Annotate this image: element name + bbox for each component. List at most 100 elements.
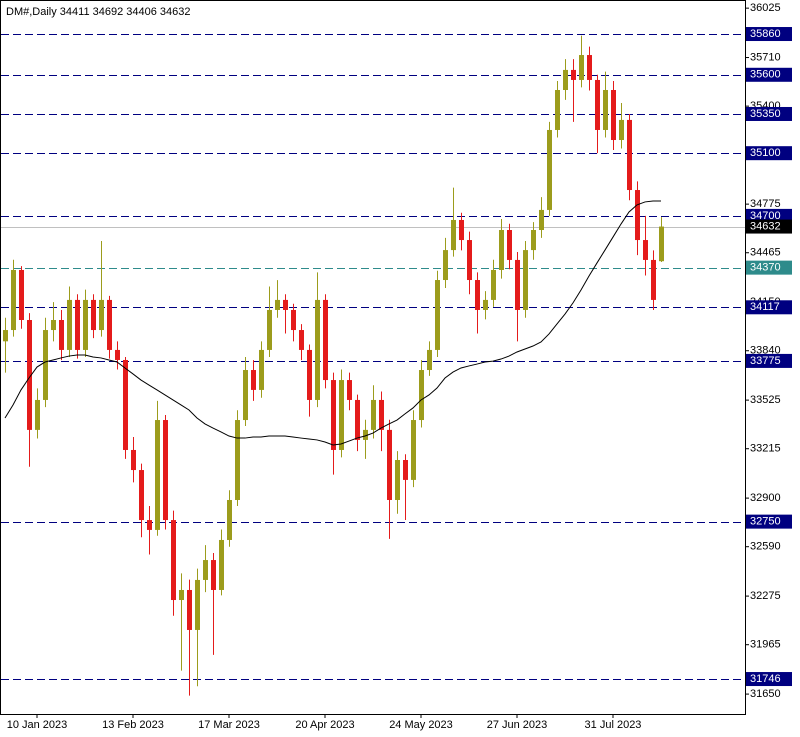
candle-body: [355, 399, 360, 440]
moving-average: [4, 200, 661, 446]
candle-body: [347, 380, 352, 400]
candle-body: [131, 449, 136, 471]
candle-body: [51, 319, 56, 331]
y-tick-label: 36025: [750, 2, 781, 14]
x-tick-label: 13 Feb 2023: [102, 719, 164, 731]
candle-body: [259, 349, 264, 390]
y-tick-label: 31965: [750, 639, 781, 651]
candle-body: [243, 370, 248, 421]
candle-body: [339, 380, 344, 450]
candle-body: [427, 349, 432, 371]
candle-body: [115, 349, 120, 360]
chart-title: DM#,Daily 34411 34692 34406 34632: [6, 6, 191, 18]
x-tick-label: 27 Jun 2023: [487, 719, 548, 731]
y-tick-label: 33840: [750, 345, 781, 357]
candle-body: [539, 209, 544, 231]
candle-body: [43, 330, 48, 400]
level-label: 34370: [750, 262, 781, 274]
candle-body: [643, 240, 648, 260]
candle-body: [11, 269, 16, 331]
candle-body: [443, 250, 448, 281]
candle-body: [579, 55, 584, 80]
candle-body: [307, 349, 312, 400]
candle-body: [547, 129, 552, 210]
candle-body: [75, 299, 80, 350]
x-tick-label: 10 Jan 2023: [7, 719, 68, 731]
candle-body: [267, 309, 272, 350]
candle-body: [227, 499, 232, 540]
candle-body: [619, 119, 624, 141]
y-tick-label: 32275: [750, 590, 781, 602]
candle-body: [435, 280, 440, 350]
candle-body: [379, 399, 384, 430]
candle-body: [59, 319, 64, 350]
candle-body: [459, 219, 464, 241]
candle-body: [659, 226, 664, 262]
candle-body: [211, 560, 216, 590]
level-label: 35600: [750, 69, 781, 81]
y-tick-label: 32590: [750, 541, 781, 553]
level-label-box: [746, 208, 792, 223]
candle-body: [283, 299, 288, 310]
candle-body: [155, 420, 160, 530]
level-label-box: [746, 106, 792, 121]
level-label: 33775: [750, 355, 781, 367]
candle-body: [603, 89, 608, 130]
y-tick-label: 31650: [750, 688, 781, 700]
y-tick-label: 33215: [750, 443, 781, 455]
candle-body: [19, 269, 24, 320]
candle-body: [67, 299, 72, 350]
x-tick-label: 31 Jul 2023: [585, 719, 642, 731]
level-label-box: [746, 353, 792, 368]
level-label-box: [746, 27, 792, 42]
candle-body: [507, 230, 512, 260]
candle-body: [467, 240, 472, 281]
x-tick-label: 20 Apr 2023: [295, 719, 354, 731]
x-tick-label: 17 Mar 2023: [198, 719, 260, 731]
level-label: 31746: [750, 673, 781, 685]
level-label: 35100: [750, 147, 781, 159]
candle-body: [331, 380, 336, 450]
candle-body: [147, 520, 152, 530]
x-tick-label: 24 May 2023: [389, 719, 453, 731]
candle-body: [595, 79, 600, 130]
candle-body: [91, 299, 96, 331]
candle-body: [163, 420, 168, 521]
candle-body: [235, 420, 240, 500]
candle-body: [587, 55, 592, 80]
candle-body: [363, 429, 368, 440]
candle-body: [35, 399, 40, 430]
last-price-box: [746, 219, 792, 234]
level-label-box: [746, 672, 792, 687]
candle-body: [139, 470, 144, 521]
level-label: 34117: [750, 301, 780, 313]
candle-body: [451, 219, 456, 251]
level-label: 34700: [750, 210, 781, 222]
candle-body: [523, 250, 528, 310]
level-label: 35350: [750, 108, 781, 120]
candle-body: [123, 359, 128, 450]
candle-body: [563, 69, 568, 90]
y-tick-label: 35710: [750, 51, 781, 63]
candle-body: [179, 589, 184, 601]
y-tick-label: 32900: [750, 492, 781, 504]
level-label-box: [746, 260, 792, 275]
candle-body: [555, 89, 560, 130]
candle-body: [635, 190, 640, 241]
candle-body: [411, 420, 416, 480]
candle-body: [187, 589, 192, 630]
candle-body: [651, 259, 656, 300]
y-tick-label: 33525: [750, 394, 781, 406]
level-label-box: [746, 146, 792, 161]
level-label-box: [746, 514, 792, 529]
candle-body: [491, 269, 496, 300]
candle-body: [171, 520, 176, 601]
candle-body: [83, 299, 88, 350]
candle-body: [371, 399, 376, 430]
candle-body: [515, 259, 520, 310]
level-label-box: [746, 300, 792, 315]
candle-body: [275, 299, 280, 310]
level-label-box: [746, 67, 792, 82]
candle-body: [395, 460, 400, 500]
